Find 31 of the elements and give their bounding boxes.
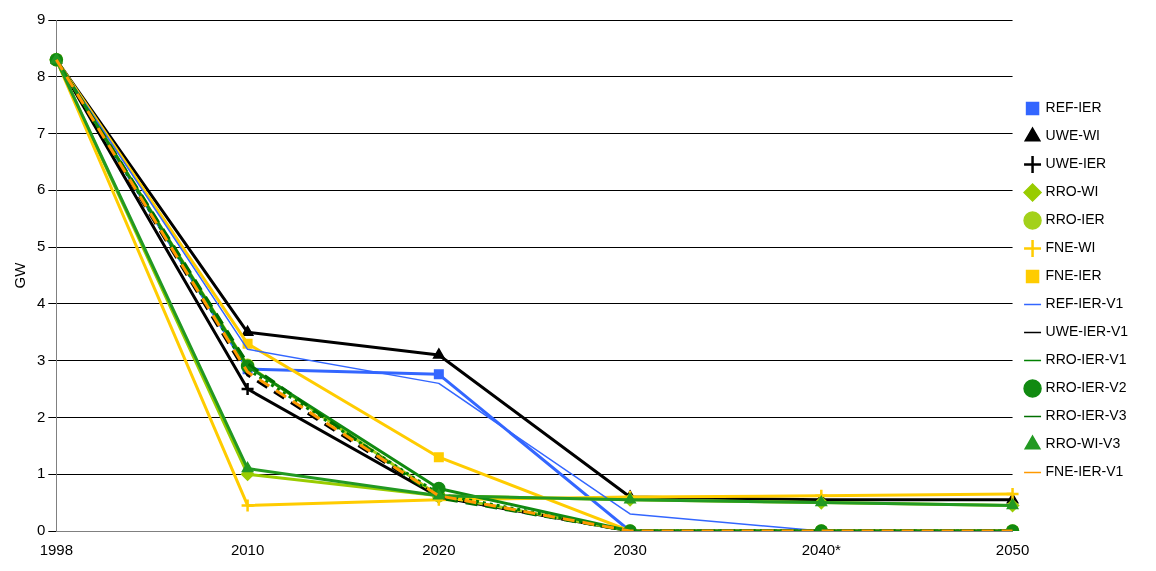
x-tick-label: 2020 [422, 541, 456, 559]
x-tick-label: 2030 [613, 541, 647, 559]
y-tick-label: 2 [37, 407, 46, 425]
legend-label: REF-IER-V1 [1045, 295, 1124, 312]
legend-label: RRO-IER-V3 [1045, 407, 1127, 424]
y-axis-title: GW [11, 261, 29, 289]
x-tick-label: 2050 [995, 541, 1030, 559]
legend-label: UWE-IER [1045, 155, 1107, 172]
legend-label: FNE-IER [1045, 267, 1102, 284]
legend-label: FNE-IER-V1 [1045, 463, 1124, 480]
legend-label: RRO-WI [1045, 183, 1099, 200]
x-tick-label: 2040* [801, 541, 842, 559]
legend-label: FNE-WI [1045, 239, 1096, 256]
y-tick-label: 1 [37, 464, 46, 482]
legend-label: UWE-WI [1045, 127, 1100, 144]
y-tick-label: 3 [37, 350, 46, 368]
y-tick-label: 8 [37, 66, 46, 84]
legend-label: RRO-IER-V2 [1045, 379, 1127, 396]
legend-label: RRO-IER-V1 [1045, 351, 1127, 368]
legend-label: RRO-IER [1045, 211, 1105, 228]
x-tick-label: 1998 [39, 541, 74, 559]
legend-label: REF-IER [1045, 99, 1102, 116]
x-tick-label: 2010 [230, 541, 265, 559]
legend-label: RRO-WI-V3 [1045, 435, 1121, 452]
y-tick-label: 7 [37, 123, 46, 141]
y-tick-label: 6 [37, 180, 46, 198]
y-tick-label: 0 [37, 521, 46, 539]
y-tick-label: 9 [37, 10, 46, 28]
legend-label: UWE-IER-V1 [1045, 323, 1129, 340]
y-tick-label: 5 [37, 237, 46, 255]
y-tick-label: 4 [37, 294, 46, 312]
